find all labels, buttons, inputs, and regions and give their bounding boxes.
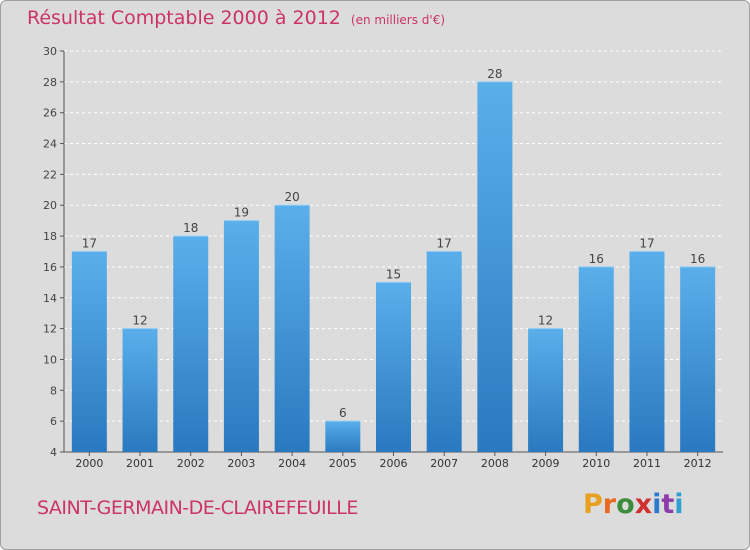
y-tick-label: 12: [43, 323, 57, 336]
x-tick-label: 2006: [380, 457, 408, 470]
y-tick-label: 6: [50, 415, 57, 428]
bar: [173, 236, 209, 452]
chart-unit: (en milliers d'€): [350, 13, 446, 27]
chart-title: Résultat Comptable 2000 à 2012 (en millie…: [27, 7, 445, 29]
bar: [629, 251, 665, 452]
logo-letter: t: [661, 489, 675, 520]
x-tick-label: 2003: [227, 457, 255, 470]
x-tick-label: 2002: [177, 457, 205, 470]
bar: [477, 81, 513, 452]
data-label: 6: [339, 406, 347, 420]
chart-title-text: Résultat Comptable 2000 à 2012: [27, 7, 341, 29]
y-tick-label: 16: [43, 261, 57, 274]
bar: [274, 205, 310, 452]
bar: [578, 266, 614, 452]
data-label: 16: [690, 252, 705, 266]
y-tick-label: 26: [43, 107, 57, 120]
logo-letter: x: [634, 489, 653, 520]
bars: [71, 81, 716, 452]
bar: [223, 220, 259, 452]
bar: [71, 251, 107, 452]
bar: [376, 282, 411, 452]
y-tick-label: 22: [43, 168, 57, 181]
y-tick-label: 14: [43, 292, 57, 305]
bar: [122, 328, 158, 452]
x-tick-label: 2005: [329, 457, 357, 470]
logo-letter: P: [583, 489, 603, 520]
data-label: 12: [132, 314, 147, 328]
data-label: 17: [437, 237, 452, 251]
data-label: 15: [386, 267, 401, 281]
x-tick-label: 2011: [633, 457, 661, 470]
y-tick-label: 18: [43, 230, 57, 243]
labels: 4 6 8 10 12 14 16 18 20 22 24 26 28 30 17 2000 12 2001 18 2…: [43, 45, 712, 470]
x-tick-label: 2010: [582, 457, 610, 470]
data-label: 17: [82, 237, 97, 251]
data-label: 19: [234, 206, 249, 220]
y-tick-label: 20: [43, 199, 57, 212]
y-tick-label: 10: [43, 353, 57, 366]
proxiti-logo[interactable]: Proxiti: [583, 489, 684, 520]
data-label: 17: [639, 237, 654, 251]
data-label: 12: [538, 314, 553, 328]
data-label: 20: [284, 190, 299, 204]
bar: [680, 266, 716, 452]
x-tick-label: 2004: [278, 457, 306, 470]
x-tick-label: 2000: [75, 457, 103, 470]
y-tick-label: 30: [43, 45, 57, 58]
bar: [528, 328, 564, 452]
logo-letter: i: [652, 489, 662, 520]
bar: [426, 251, 462, 452]
logo-letter: r: [602, 489, 617, 520]
x-tick-label: 2008: [481, 457, 509, 470]
commune-name: SAINT-GERMAIN-DE-CLAIREFEUILLE: [37, 497, 358, 519]
bar: [325, 421, 361, 452]
data-label: 18: [183, 221, 198, 235]
x-tick-label: 2001: [126, 457, 154, 470]
y-tick-label: 28: [43, 76, 57, 89]
logo-letter: i: [674, 489, 684, 520]
y-tick-label: 8: [50, 384, 57, 397]
y-tick-label: 4: [50, 446, 57, 459]
logo-letter: o: [616, 489, 635, 520]
x-tick-label: 2007: [430, 457, 458, 470]
data-label: 16: [589, 252, 604, 266]
data-label: 28: [487, 67, 502, 81]
y-tick-label: 24: [43, 138, 57, 151]
x-tick-label: 2009: [532, 457, 560, 470]
x-tick-label: 2012: [684, 457, 712, 470]
